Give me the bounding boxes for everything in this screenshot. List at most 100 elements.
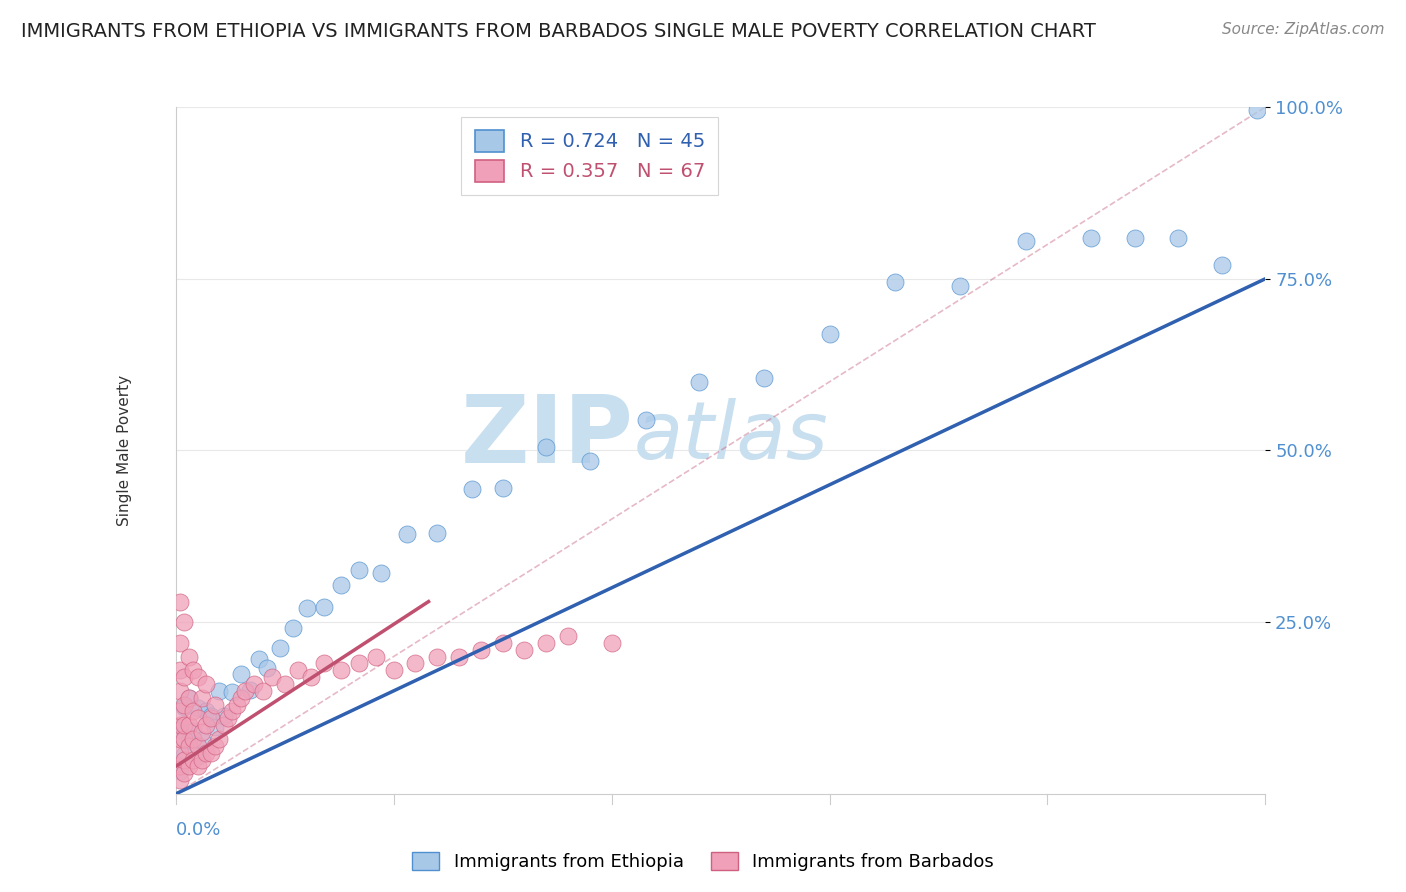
Point — [1211, 258, 1233, 272]
Text: IMMIGRANTS FROM ETHIOPIA VS IMMIGRANTS FROM BARBADOS SINGLE MALE POVERTY CORRELA: IMMIGRANTS FROM ETHIOPIA VS IMMIGRANTS F… — [21, 22, 1095, 41]
Point — [169, 594, 191, 608]
Point — [181, 753, 204, 767]
Point — [177, 759, 200, 773]
Point — [295, 601, 318, 615]
Point — [600, 636, 623, 650]
Point — [492, 636, 515, 650]
Point — [186, 759, 209, 773]
Text: atlas: atlas — [633, 398, 828, 475]
Legend: R = 0.724   N = 45, R = 0.357   N = 67: R = 0.724 N = 45, R = 0.357 N = 67 — [461, 117, 718, 195]
Point — [177, 690, 200, 705]
Point — [173, 700, 195, 714]
Point — [169, 718, 191, 732]
Point — [204, 698, 226, 712]
Point — [949, 278, 972, 293]
Point — [169, 663, 191, 677]
Point — [513, 642, 536, 657]
Legend: Immigrants from Ethiopia, Immigrants from Barbados: Immigrants from Ethiopia, Immigrants fro… — [405, 845, 1001, 879]
Point — [177, 718, 200, 732]
Point — [173, 766, 195, 780]
Point — [1123, 230, 1146, 244]
Point — [181, 731, 204, 746]
Point — [225, 698, 247, 712]
Point — [173, 615, 195, 630]
Point — [212, 718, 235, 732]
Point — [405, 657, 427, 671]
Text: Source: ZipAtlas.com: Source: ZipAtlas.com — [1222, 22, 1385, 37]
Point — [169, 723, 191, 737]
Point — [287, 663, 309, 677]
Text: Single Male Poverty: Single Male Poverty — [117, 375, 132, 526]
Point — [177, 691, 200, 706]
Point — [191, 725, 214, 739]
Point — [299, 670, 322, 684]
Point — [221, 684, 243, 698]
Point — [636, 413, 658, 427]
Point — [239, 683, 262, 698]
Point — [212, 709, 235, 723]
Point — [173, 718, 195, 732]
Point — [447, 649, 470, 664]
Point — [884, 275, 907, 289]
Point — [195, 718, 218, 732]
Point — [169, 746, 191, 760]
Point — [169, 636, 191, 650]
Point — [204, 739, 226, 753]
Point — [208, 731, 231, 746]
Point — [347, 563, 370, 577]
Point — [173, 670, 195, 684]
Point — [1015, 234, 1038, 248]
Point — [191, 753, 214, 767]
Point — [818, 326, 841, 341]
Point — [191, 733, 214, 747]
Point — [1167, 230, 1189, 244]
Point — [1246, 103, 1268, 118]
Point — [208, 683, 231, 698]
Point — [169, 764, 191, 779]
Point — [688, 375, 710, 389]
Point — [260, 670, 283, 684]
Point — [461, 482, 484, 496]
Point — [181, 663, 204, 677]
Point — [186, 711, 209, 725]
Point — [283, 621, 305, 635]
Point — [269, 641, 291, 656]
Point — [169, 731, 191, 746]
Point — [274, 677, 297, 691]
Point — [169, 683, 191, 698]
Point — [177, 649, 200, 664]
Point — [169, 759, 191, 773]
Point — [173, 748, 195, 763]
Point — [330, 663, 353, 677]
Point — [235, 683, 257, 698]
Point — [330, 578, 353, 592]
Point — [470, 642, 492, 657]
Point — [173, 753, 195, 767]
Point — [370, 566, 392, 581]
Point — [195, 746, 218, 760]
Point — [252, 683, 274, 698]
Point — [1080, 230, 1102, 244]
Point — [191, 690, 214, 705]
Point — [186, 670, 209, 684]
Point — [243, 677, 266, 691]
Text: 0.0%: 0.0% — [176, 822, 221, 839]
Point — [200, 711, 222, 725]
Point — [177, 739, 200, 753]
Point — [200, 708, 222, 723]
Point — [557, 629, 579, 643]
Point — [186, 749, 209, 764]
Point — [347, 657, 370, 671]
Point — [492, 481, 515, 495]
Point — [169, 705, 191, 719]
Point — [181, 723, 204, 738]
Point — [534, 636, 557, 650]
Point — [195, 677, 218, 691]
Point — [366, 649, 388, 664]
Point — [312, 600, 335, 615]
Point — [395, 526, 418, 541]
Point — [231, 690, 253, 705]
Point — [426, 649, 449, 664]
Point — [754, 371, 776, 385]
Point — [426, 525, 449, 540]
